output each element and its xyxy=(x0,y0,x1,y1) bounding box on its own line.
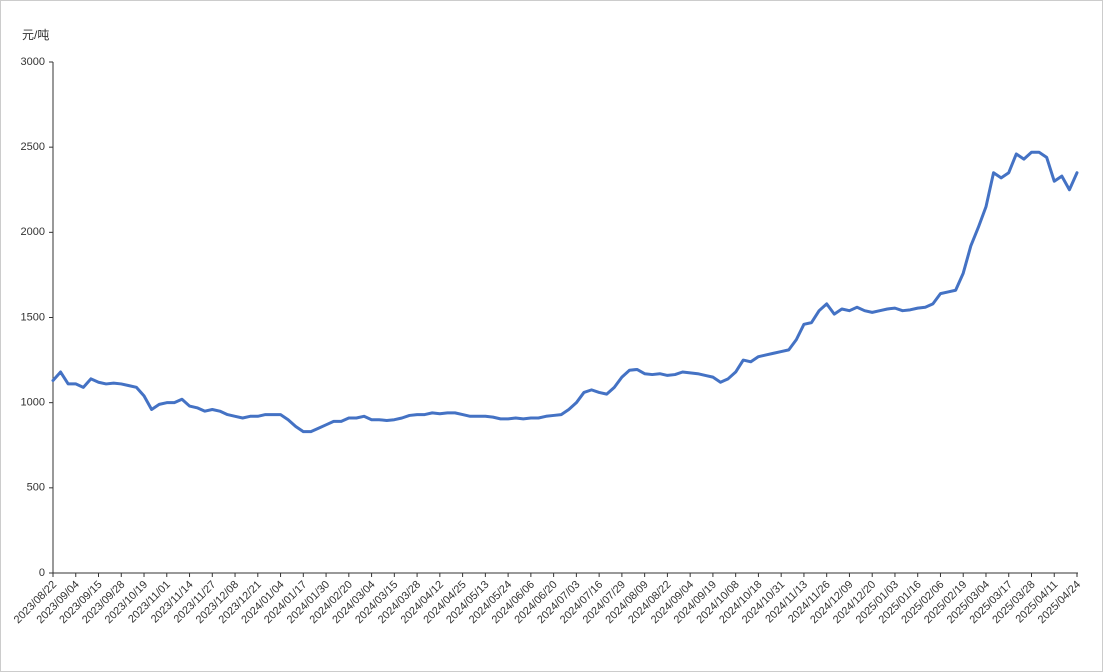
line-series xyxy=(51,150,1079,434)
y-tick-label: 0 xyxy=(39,567,45,579)
y-tick-label: 2000 xyxy=(21,226,45,238)
y-tick-label: 1500 xyxy=(21,311,45,323)
y-tick-label: 1000 xyxy=(21,397,45,409)
y-axis-label: 元/吨 xyxy=(22,28,49,42)
y-tick-label: 3000 xyxy=(21,56,45,68)
y-tick-label: 500 xyxy=(27,482,45,494)
y-tick-label: 2500 xyxy=(21,141,45,153)
